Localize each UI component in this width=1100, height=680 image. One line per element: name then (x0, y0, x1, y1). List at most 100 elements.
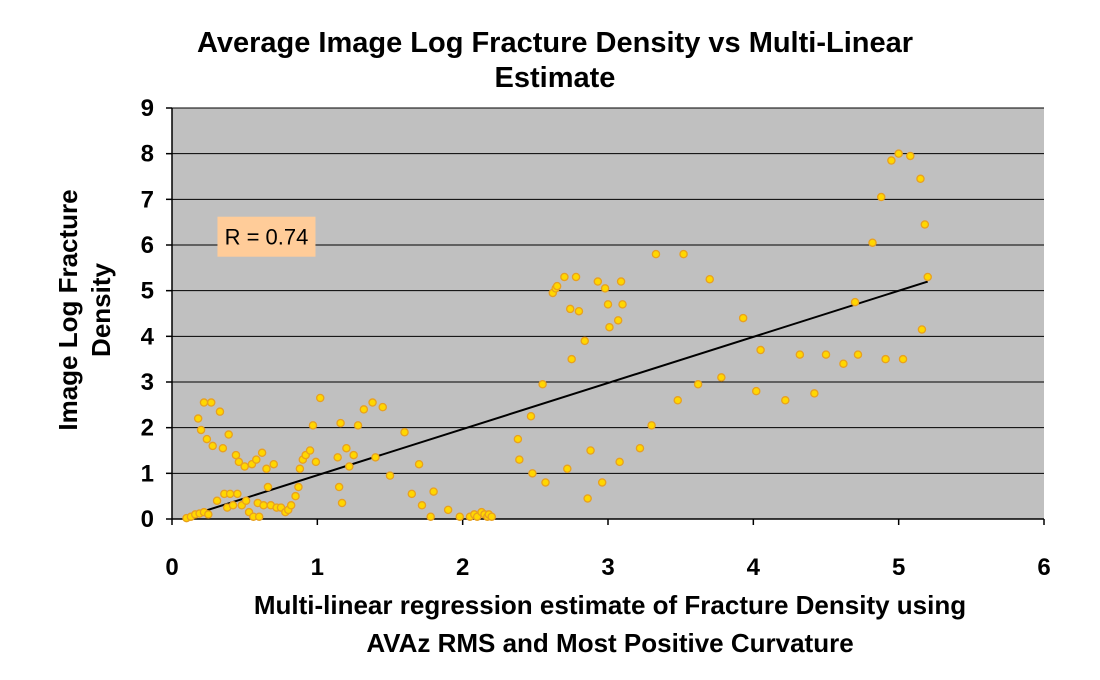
data-point-133 (916, 174, 925, 184)
y-tick-label-1: 1 (141, 460, 154, 487)
data-point-96 (580, 336, 589, 346)
data-point-54 (336, 418, 345, 428)
data-point-6 (193, 414, 203, 423)
data-point-124 (850, 297, 860, 307)
data-point-91 (563, 464, 572, 474)
data-point-68 (417, 501, 427, 510)
data-point-86 (541, 478, 550, 487)
data-point-81 (513, 434, 523, 444)
y-tick-label-8: 8 (141, 141, 154, 168)
data-point-45 (295, 464, 305, 474)
trendline (186, 280, 929, 518)
data-point-21 (233, 489, 242, 499)
data-point-111 (673, 396, 683, 405)
data-point-52 (333, 453, 342, 462)
data-point-22 (234, 457, 244, 467)
data-points (182, 149, 932, 523)
data-point-49 (308, 421, 318, 430)
x-tick-label-1: 1 (311, 554, 324, 581)
data-point-12 (212, 496, 222, 505)
data-point-97 (583, 494, 592, 503)
data-point-108 (635, 443, 645, 453)
data-point-134 (917, 325, 927, 334)
data-point-120 (795, 350, 805, 359)
annotation-label: R = 0.74 (225, 225, 309, 250)
data-point-123 (839, 359, 848, 368)
x-tick-label-3: 3 (601, 554, 614, 581)
data-point-90 (560, 272, 569, 282)
chart-title-line-2: Estimate (495, 62, 616, 94)
data-point-98 (586, 446, 595, 455)
data-point-116 (738, 313, 748, 323)
data-point-80 (487, 512, 496, 521)
data-point-94 (571, 272, 581, 282)
data-point-71 (443, 505, 453, 515)
data-point-92 (565, 304, 575, 314)
data-point-61 (368, 398, 377, 407)
data-point-44 (294, 482, 303, 492)
data-point-18 (225, 489, 235, 499)
y-tick-label-9: 9 (141, 95, 154, 122)
data-point-13 (215, 407, 225, 416)
data-point-37 (269, 459, 278, 469)
data-point-66 (407, 489, 417, 499)
y-axis-label-line-1: Image Log Fracture (53, 189, 83, 430)
data-point-29 (252, 455, 261, 464)
x-tick-labels: 0 1 2 3 4 5 6 (165, 519, 1051, 581)
y-tick-labels: 0 1 2 3 4 5 6 7 8 9 (141, 95, 172, 533)
y-tick-label-4: 4 (141, 323, 155, 350)
x-tick-label-0: 0 (165, 554, 178, 581)
data-point-126 (868, 238, 877, 247)
data-point-100 (597, 478, 607, 487)
data-point-8 (199, 398, 209, 407)
data-point-99 (593, 277, 603, 286)
data-point-112 (679, 249, 688, 259)
data-point-89 (552, 281, 562, 291)
data-point-115 (717, 373, 726, 382)
y-tick-label-6: 6 (141, 232, 154, 259)
x-tick-label-5: 5 (892, 554, 905, 581)
data-point-101 (600, 284, 610, 293)
data-point-135 (920, 220, 930, 229)
data-point-95 (574, 306, 584, 316)
data-point-122 (821, 350, 831, 359)
y-tick-label-0: 0 (141, 506, 154, 533)
y-tick-label-2: 2 (141, 415, 154, 442)
data-point-53 (334, 482, 344, 492)
y-axis-label-line-2: Density (86, 263, 116, 357)
data-point-55 (337, 498, 347, 508)
trendline-group (186, 280, 929, 518)
data-point-132 (906, 151, 915, 161)
data-point-85 (538, 380, 547, 389)
annotation-box: R = 0.74 (217, 216, 316, 257)
data-point-130 (894, 149, 903, 158)
data-point-9 (202, 434, 212, 444)
data-point-113 (693, 380, 703, 389)
data-point-109 (647, 421, 656, 430)
data-point-114 (705, 274, 714, 284)
data-point-64 (385, 471, 395, 480)
data-point-125 (853, 350, 863, 359)
data-point-43 (291, 491, 300, 501)
data-point-5 (204, 510, 213, 519)
data-point-131 (898, 354, 908, 364)
data-point-70 (429, 487, 438, 496)
x-axis-label-line-1: Multi-linear regression estimate of Frac… (254, 590, 966, 620)
y-tick-label-3: 3 (141, 369, 154, 396)
data-point-119 (781, 396, 790, 405)
data-point-56 (342, 443, 351, 453)
data-point-65 (400, 427, 409, 437)
data-point-14 (218, 443, 228, 453)
data-point-136 (923, 272, 932, 282)
data-point-103 (605, 322, 614, 332)
data-point-51 (315, 393, 325, 403)
data-point-17 (224, 430, 233, 439)
data-point-129 (887, 156, 896, 165)
x-axis-label-line-2: AVAz RMS and Most Positive Curvature (366, 628, 853, 658)
data-point-35 (263, 482, 273, 492)
data-point-60 (359, 405, 369, 414)
data-point-34 (262, 464, 271, 474)
data-point-107 (618, 300, 627, 309)
